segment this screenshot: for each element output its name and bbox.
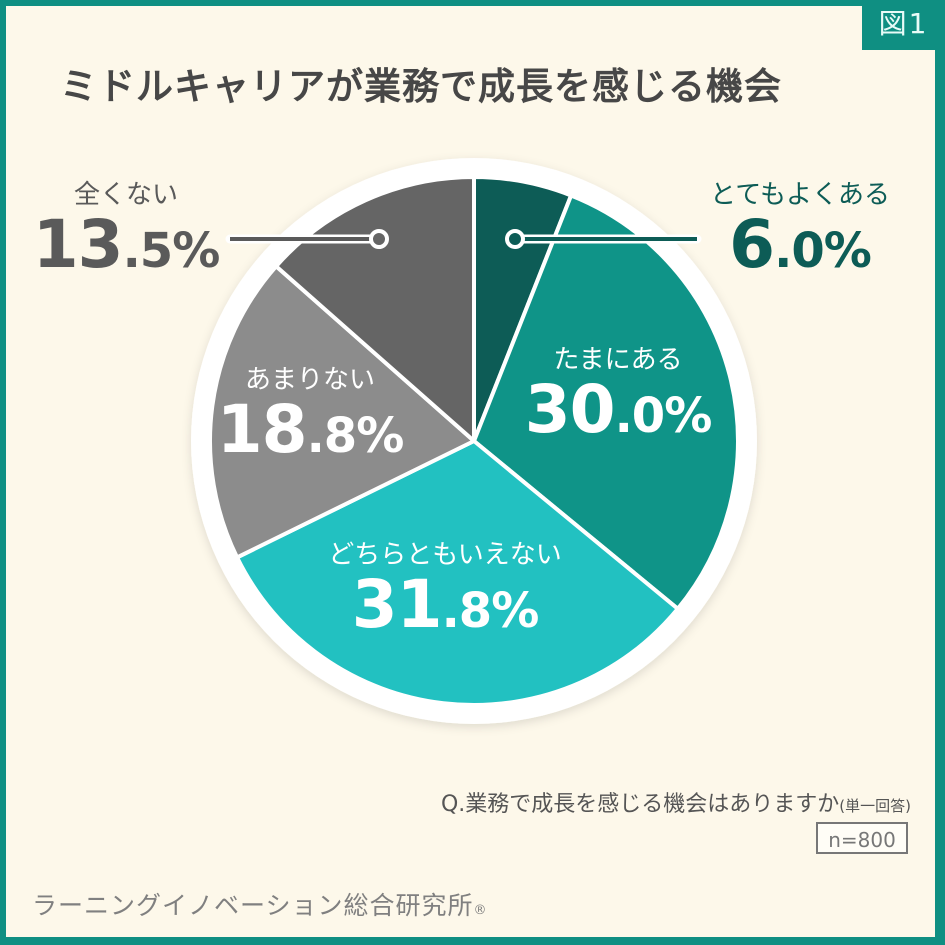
pie-slice-rarely (208, 264, 476, 560)
leader-line-very-often (505, 229, 702, 249)
slice-label-rarely: あまりない 18.8% (210, 365, 410, 471)
leader-line-never (225, 229, 389, 249)
slice-name: どちらともいえない (328, 540, 562, 570)
sample-size-badge: n=800 (816, 822, 908, 854)
slice-label-never: 全くない 13.5% (26, 180, 226, 286)
slice-value: 31.8% (351, 566, 540, 643)
slice-name: とてもよくある (710, 180, 890, 210)
pie-slice-sometimes (472, 193, 740, 611)
slice-value: 6.0% (729, 206, 872, 283)
slice-label-sometimes: たまにある 30.0% (508, 345, 728, 451)
slice-value: 13.5% (32, 206, 221, 283)
survey-question: Q.業務で成長を感じる機会はありますか(単一回答) (440, 792, 911, 817)
figure-number-badge: 図1 (862, 0, 945, 50)
slice-value: 30.0% (524, 371, 713, 448)
slice-name: あまりない (244, 365, 375, 395)
source-credit: ラーニングイノベーション総合研究所® (32, 891, 488, 920)
slice-value: 18.8% (216, 391, 405, 468)
pie-slice-neither (235, 439, 680, 707)
slice-name: 全くない (73, 180, 178, 210)
slice-label-neither: どちらともいえない 31.8% (290, 540, 600, 646)
slice-name: たまにある (553, 345, 683, 375)
slice-label-very-often: とてもよくある 6.0% (700, 180, 900, 286)
chart-title: ミドルキャリアが業務で成長を感じる機会 (60, 65, 782, 108)
